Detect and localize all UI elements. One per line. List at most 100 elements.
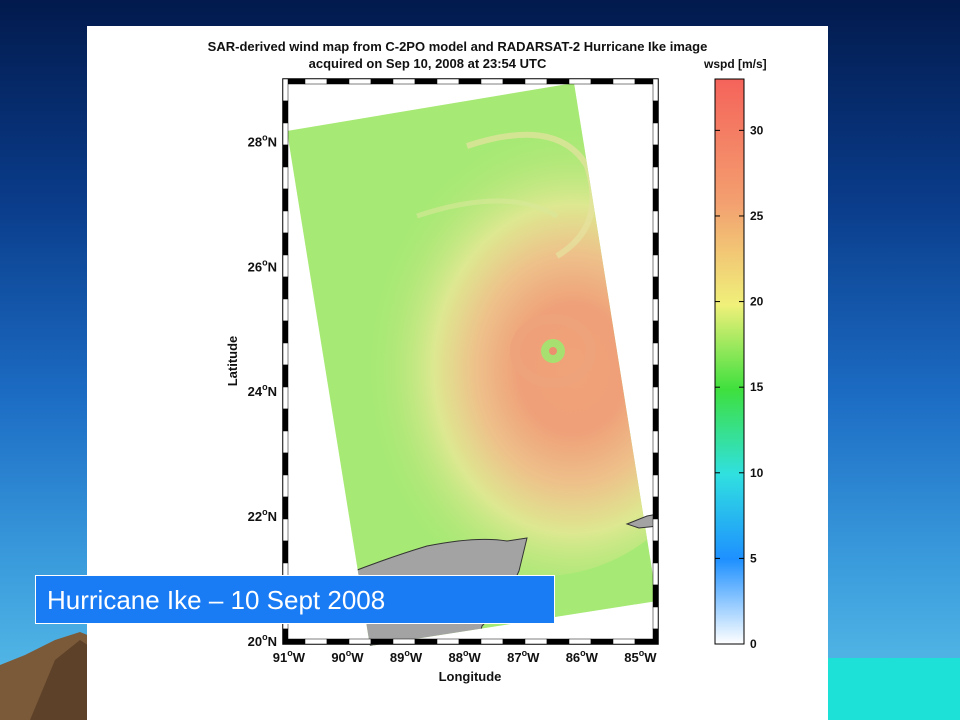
frame-bar-right: [652, 232, 659, 256]
colorbar-tick-label: 30: [750, 123, 764, 137]
rain-band: [466, 131, 596, 259]
frame-bar-right: [652, 320, 659, 344]
frame-bar-top: [612, 78, 636, 85]
frame-bar-top: [590, 78, 614, 85]
frame-bar-bottom: [392, 638, 416, 645]
frame-bar-top: [568, 78, 592, 85]
x-axis-label: Longitude: [439, 669, 502, 684]
frame-bar-right: [652, 144, 659, 168]
frame-bar-right: [652, 628, 659, 645]
storm-wind-field: [347, 116, 657, 576]
frame-bar-bottom: [590, 638, 614, 645]
slide-caption: Hurricane Ike – 10 Sept 2008: [35, 575, 555, 624]
frame-bar-right: [652, 562, 659, 586]
colorbar: [714, 78, 745, 645]
frame-bar-left: [282, 430, 289, 454]
frame-bar-left: [282, 408, 289, 432]
frame-tick-bars: [282, 78, 659, 645]
frame-bar-right: [652, 342, 659, 366]
frame-bar-left: [282, 496, 289, 520]
colorbar-tick-label: 5: [750, 551, 757, 565]
frame-bar-left: [282, 78, 289, 102]
frame-bar-bottom: [414, 638, 438, 645]
colorbar-tick-label: 20: [750, 295, 764, 309]
frame-bar-top: [414, 78, 438, 85]
y-tick-labels: 20oN 22oN 24oN 26oN 28oN: [248, 132, 277, 648]
frame-bar-left: [282, 100, 289, 124]
frame-bar-right: [652, 122, 659, 146]
frame-bar-left: [282, 386, 289, 410]
frame-bar-right: [652, 452, 659, 476]
frame-bar-right: [652, 166, 659, 190]
figure-panel: SAR-derived wind map from C-2PO model an…: [87, 26, 828, 720]
frame-bar-left: [282, 628, 289, 645]
frame-bar-bottom: [480, 638, 504, 645]
frame-bar-top: [546, 78, 570, 85]
frame-bar-right: [652, 276, 659, 300]
colorbar-tick-label: 0: [750, 637, 757, 651]
frame-bar-left: [282, 474, 289, 498]
y-tick-label: 20oN: [248, 632, 277, 649]
frame-bar-right: [652, 386, 659, 410]
frame-bar-left: [282, 364, 289, 388]
frame-bar-left: [282, 144, 289, 168]
x-tick-label: 86oW: [566, 648, 599, 665]
colorbar-tick-label: 25: [750, 209, 764, 223]
x-tick-label: 85oW: [624, 648, 657, 665]
eyewall: [510, 314, 596, 388]
frame-bar-right: [652, 298, 659, 322]
frame-bar-top: [436, 78, 460, 85]
frame-bar-top: [348, 78, 372, 85]
frame-bar-right: [652, 254, 659, 278]
frame-bar-right: [652, 364, 659, 388]
frame-bar-top: [524, 78, 548, 85]
frame-bar-left: [282, 342, 289, 366]
frame-bar-right: [652, 540, 659, 564]
frame-bar-left: [282, 210, 289, 234]
map-frame: [282, 78, 659, 646]
x-tick-label: 88oW: [449, 648, 482, 665]
x-tick-label: 89oW: [390, 648, 423, 665]
frame-bar-top: [326, 78, 350, 85]
wind-map-plot: 91oW 90oW 89oW 88oW 87oW 86oW 85oW 20oN 22oN 24o…: [225, 78, 764, 684]
hurricane-eye-center: [549, 347, 557, 355]
frame-bar-right: [652, 78, 659, 102]
frame-bar-bottom: [326, 638, 350, 645]
y-tick-label: 24oN: [248, 382, 277, 399]
frame-bar-right: [652, 408, 659, 432]
frame-bar-top: [370, 78, 394, 85]
colorbar-tick-label: 15: [750, 380, 764, 394]
frame-bar-bottom: [436, 638, 460, 645]
x-tick-label: 90oW: [331, 648, 364, 665]
frame-bar-bottom: [568, 638, 592, 645]
colorbar-ticks: 0 5 10 15 20 25 30: [715, 123, 764, 651]
frame-bar-right: [652, 606, 659, 630]
figure-title-line1: SAR-derived wind map from C-2PO model an…: [207, 39, 708, 54]
x-tick-label: 91oW: [273, 648, 306, 665]
frame-bar-top: [392, 78, 416, 85]
frame-bar-bottom: [524, 638, 548, 645]
frame-bar-right: [652, 100, 659, 124]
frame-bar-bottom: [502, 638, 526, 645]
y-tick-label: 28oN: [248, 132, 277, 149]
frame-bar-bottom: [612, 638, 636, 645]
figure-title-line2: acquired on Sep 10, 2008 at 23:54 UTC: [308, 56, 547, 71]
y-tick-label: 22oN: [248, 507, 277, 524]
frame-bar-bottom: [348, 638, 372, 645]
frame-bar-top: [502, 78, 526, 85]
frame-bar-left: [282, 452, 289, 476]
frame-bar-right: [652, 188, 659, 212]
frame-bar-right: [652, 474, 659, 498]
x-tick-label: 87oW: [507, 648, 540, 665]
frame-bar-right: [652, 584, 659, 608]
frame-bar-left: [282, 518, 289, 542]
frame-bar-left: [282, 276, 289, 300]
frame-bar-left: [282, 320, 289, 344]
rain-band-outer: [416, 198, 559, 219]
sea-band: [828, 658, 960, 720]
frame-bar-right: [652, 210, 659, 234]
frame-bar-left: [282, 232, 289, 256]
frame-bar-left: [282, 298, 289, 322]
frame-bar-bottom: [370, 638, 394, 645]
frame-bar-left: [282, 540, 289, 564]
